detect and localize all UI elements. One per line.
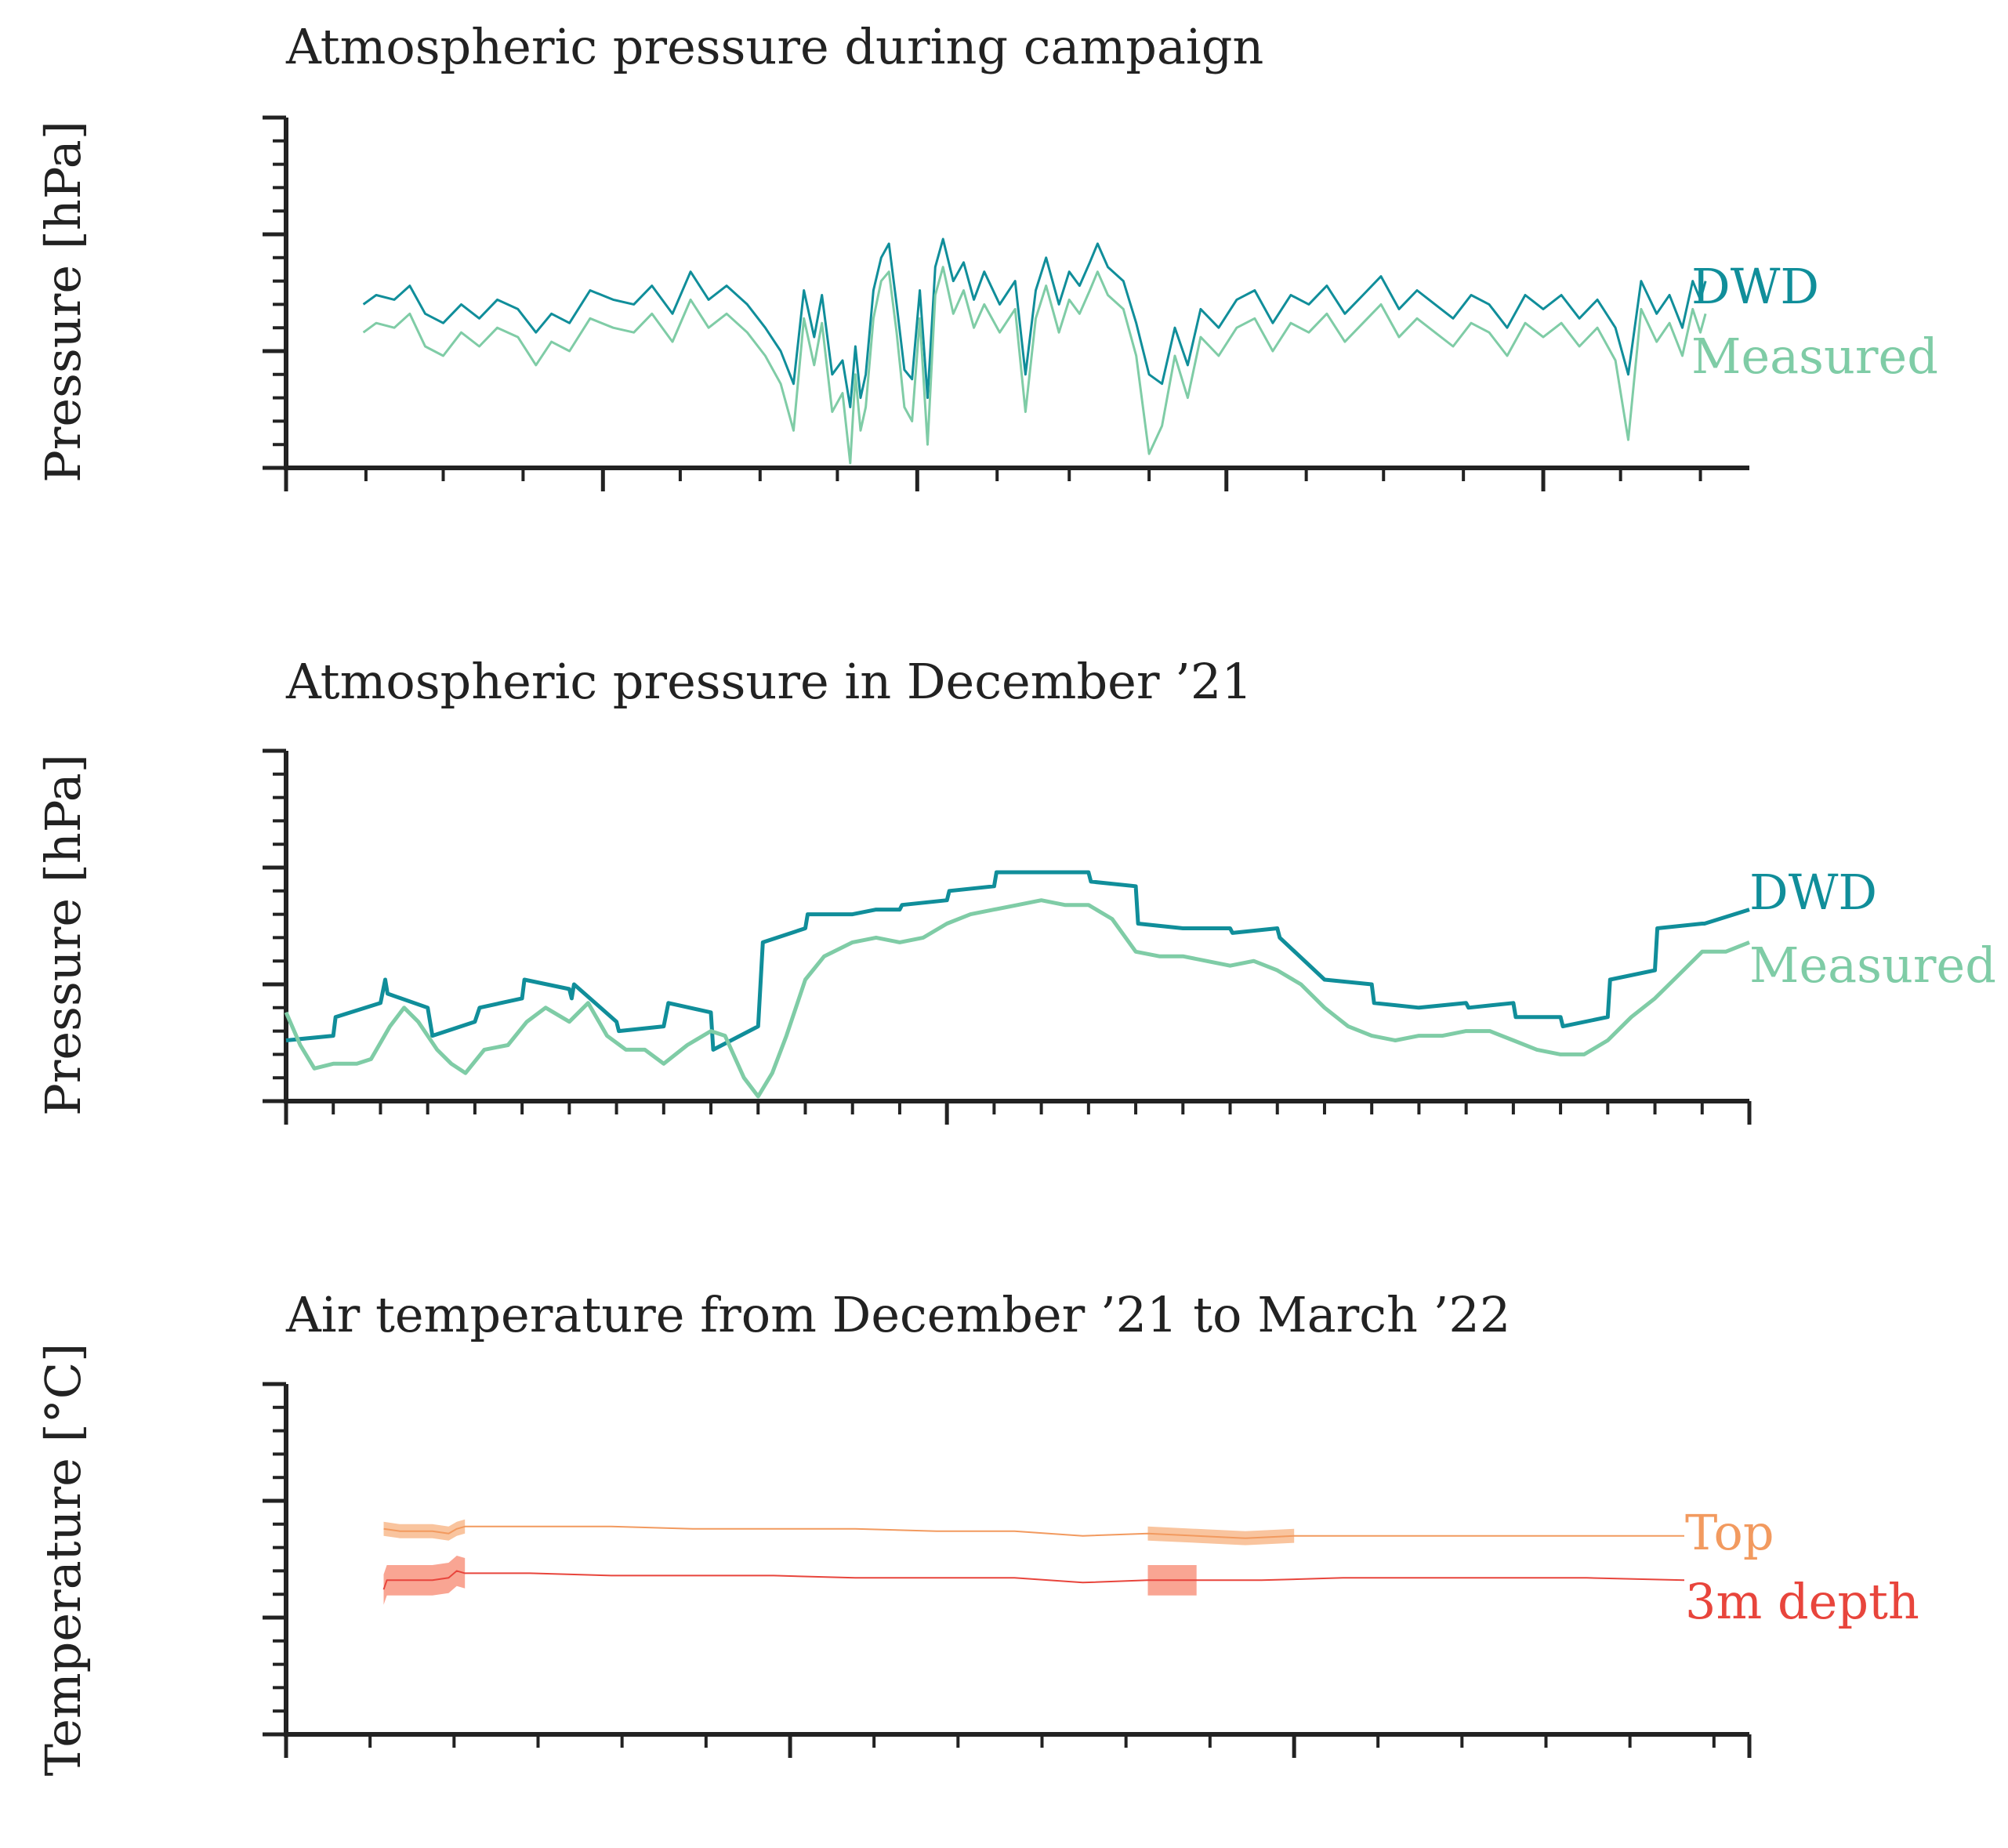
legend-measured: Measured: [1691, 328, 1938, 385]
legend-dwd: DWD: [1691, 258, 1819, 315]
y-axis-label: Pressure [hPa]: [34, 121, 92, 483]
pressure-campaign-chart: Atmospheric pressure during campaign Pre…: [34, 18, 1938, 491]
series-top-band: [383, 1519, 466, 1541]
chart-title: Air temperature from December ’21 to Mar…: [285, 1286, 1510, 1343]
legend-top: Top: [1685, 1504, 1774, 1561]
y-axis-label: Pressure [hPa]: [34, 754, 92, 1116]
series-top-line: [383, 1525, 1684, 1539]
series-measured-line: [362, 266, 1707, 465]
legend-3m-depth: 3m depth: [1685, 1573, 1919, 1630]
series-dwd-line: [362, 237, 1707, 408]
series-top-band: [1147, 1526, 1295, 1545]
series-dwd-line: [285, 870, 1750, 1052]
legend-measured: Measured: [1749, 937, 1996, 994]
legend-dwd: DWD: [1749, 864, 1877, 921]
chart-title: Atmospheric pressure during campaign: [285, 18, 1263, 75]
series-measured-line: [284, 898, 1750, 1099]
pressure-december-chart: Atmospheric pressure in December ’21 Pre…: [34, 653, 1996, 1125]
air-temperature-chart: Air temperature from December ’21 to Mar…: [34, 1286, 1919, 1776]
chart-title: Atmospheric pressure in December ’21: [285, 653, 1252, 710]
series-3m-depth-line: [382, 1570, 1685, 1590]
y-axis-label: Temperature [°C]: [34, 1343, 92, 1777]
